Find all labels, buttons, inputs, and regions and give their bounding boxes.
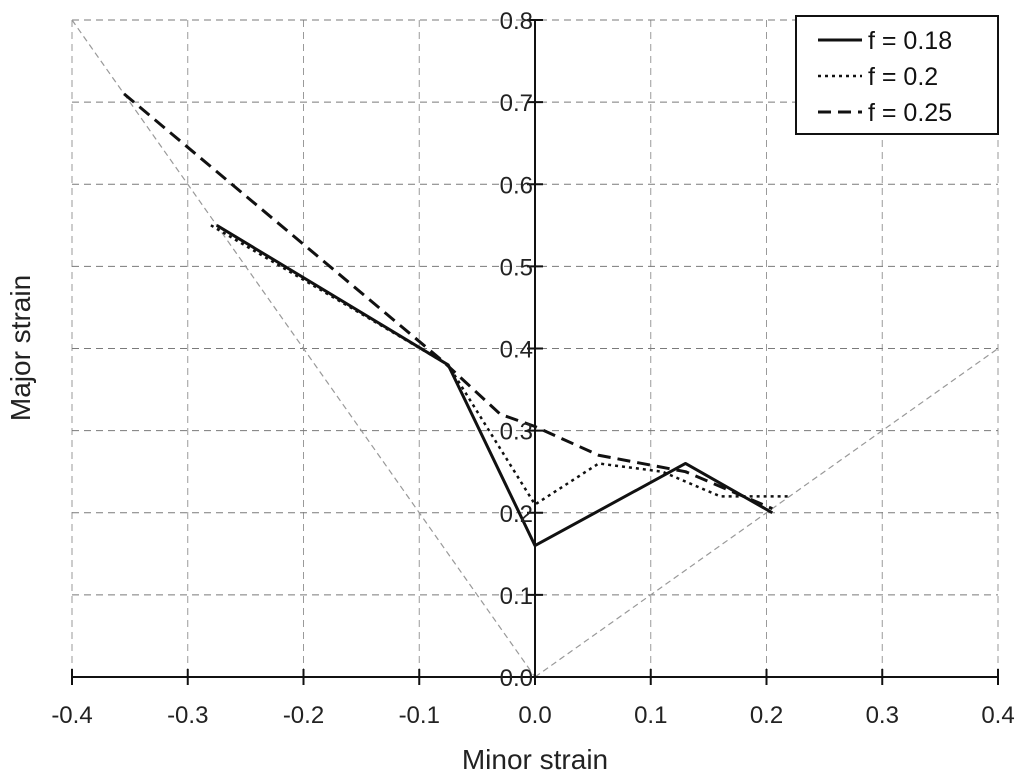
y-tick-label: 0.6: [500, 172, 533, 199]
y-tick-label: 0.3: [500, 419, 533, 446]
x-tick-label: -0.2: [283, 702, 324, 729]
legend-label-3: f = 0.25: [868, 99, 952, 127]
y-tick-label: 0.2: [500, 501, 533, 528]
y-tick-label: 0.8: [500, 8, 533, 35]
reference-line: [534, 348, 999, 678]
x-tick-label: 0.1: [634, 702, 667, 729]
x-tick-label: 0.2: [750, 702, 783, 729]
series-line-3: [123, 92, 773, 511]
legend-label-1: f = 0.18: [868, 27, 952, 55]
y-tick-label: 0.7: [500, 90, 533, 117]
y-axis-label: Major strain: [5, 275, 36, 421]
y-tick-label: 0.5: [500, 254, 533, 281]
y-tick-label: 0.4: [500, 337, 533, 364]
reference-line: [71, 19, 536, 678]
legend-label-2: f = 0.2: [868, 63, 938, 91]
legend: f = 0.18 f = 0.2 f = 0.25: [795, 15, 999, 135]
x-tick-label: 0.0: [518, 702, 551, 729]
series-layer: [123, 92, 790, 548]
x-axis-label: Minor strain: [462, 744, 608, 775]
y-tick-label: 0.0: [500, 665, 533, 692]
reference-lines: [71, 19, 999, 678]
x-tick-label: -0.1: [399, 702, 440, 729]
legend-box: [795, 15, 999, 135]
x-tick-label: -0.4: [51, 702, 92, 729]
axes: [71, 19, 999, 685]
x-tick-label: 0.4: [981, 702, 1014, 729]
x-tick-label: 0.3: [866, 702, 899, 729]
y-tick-label: 0.1: [500, 583, 533, 610]
series-line-1: [215, 224, 774, 548]
tick-labels: -0.4 -0.3 -0.2 -0.1 0.0 0.1 0.2 0.3 0.4 0.0 0.1 0.2…: [51, 8, 1014, 729]
x-tick-label: -0.3: [167, 702, 208, 729]
